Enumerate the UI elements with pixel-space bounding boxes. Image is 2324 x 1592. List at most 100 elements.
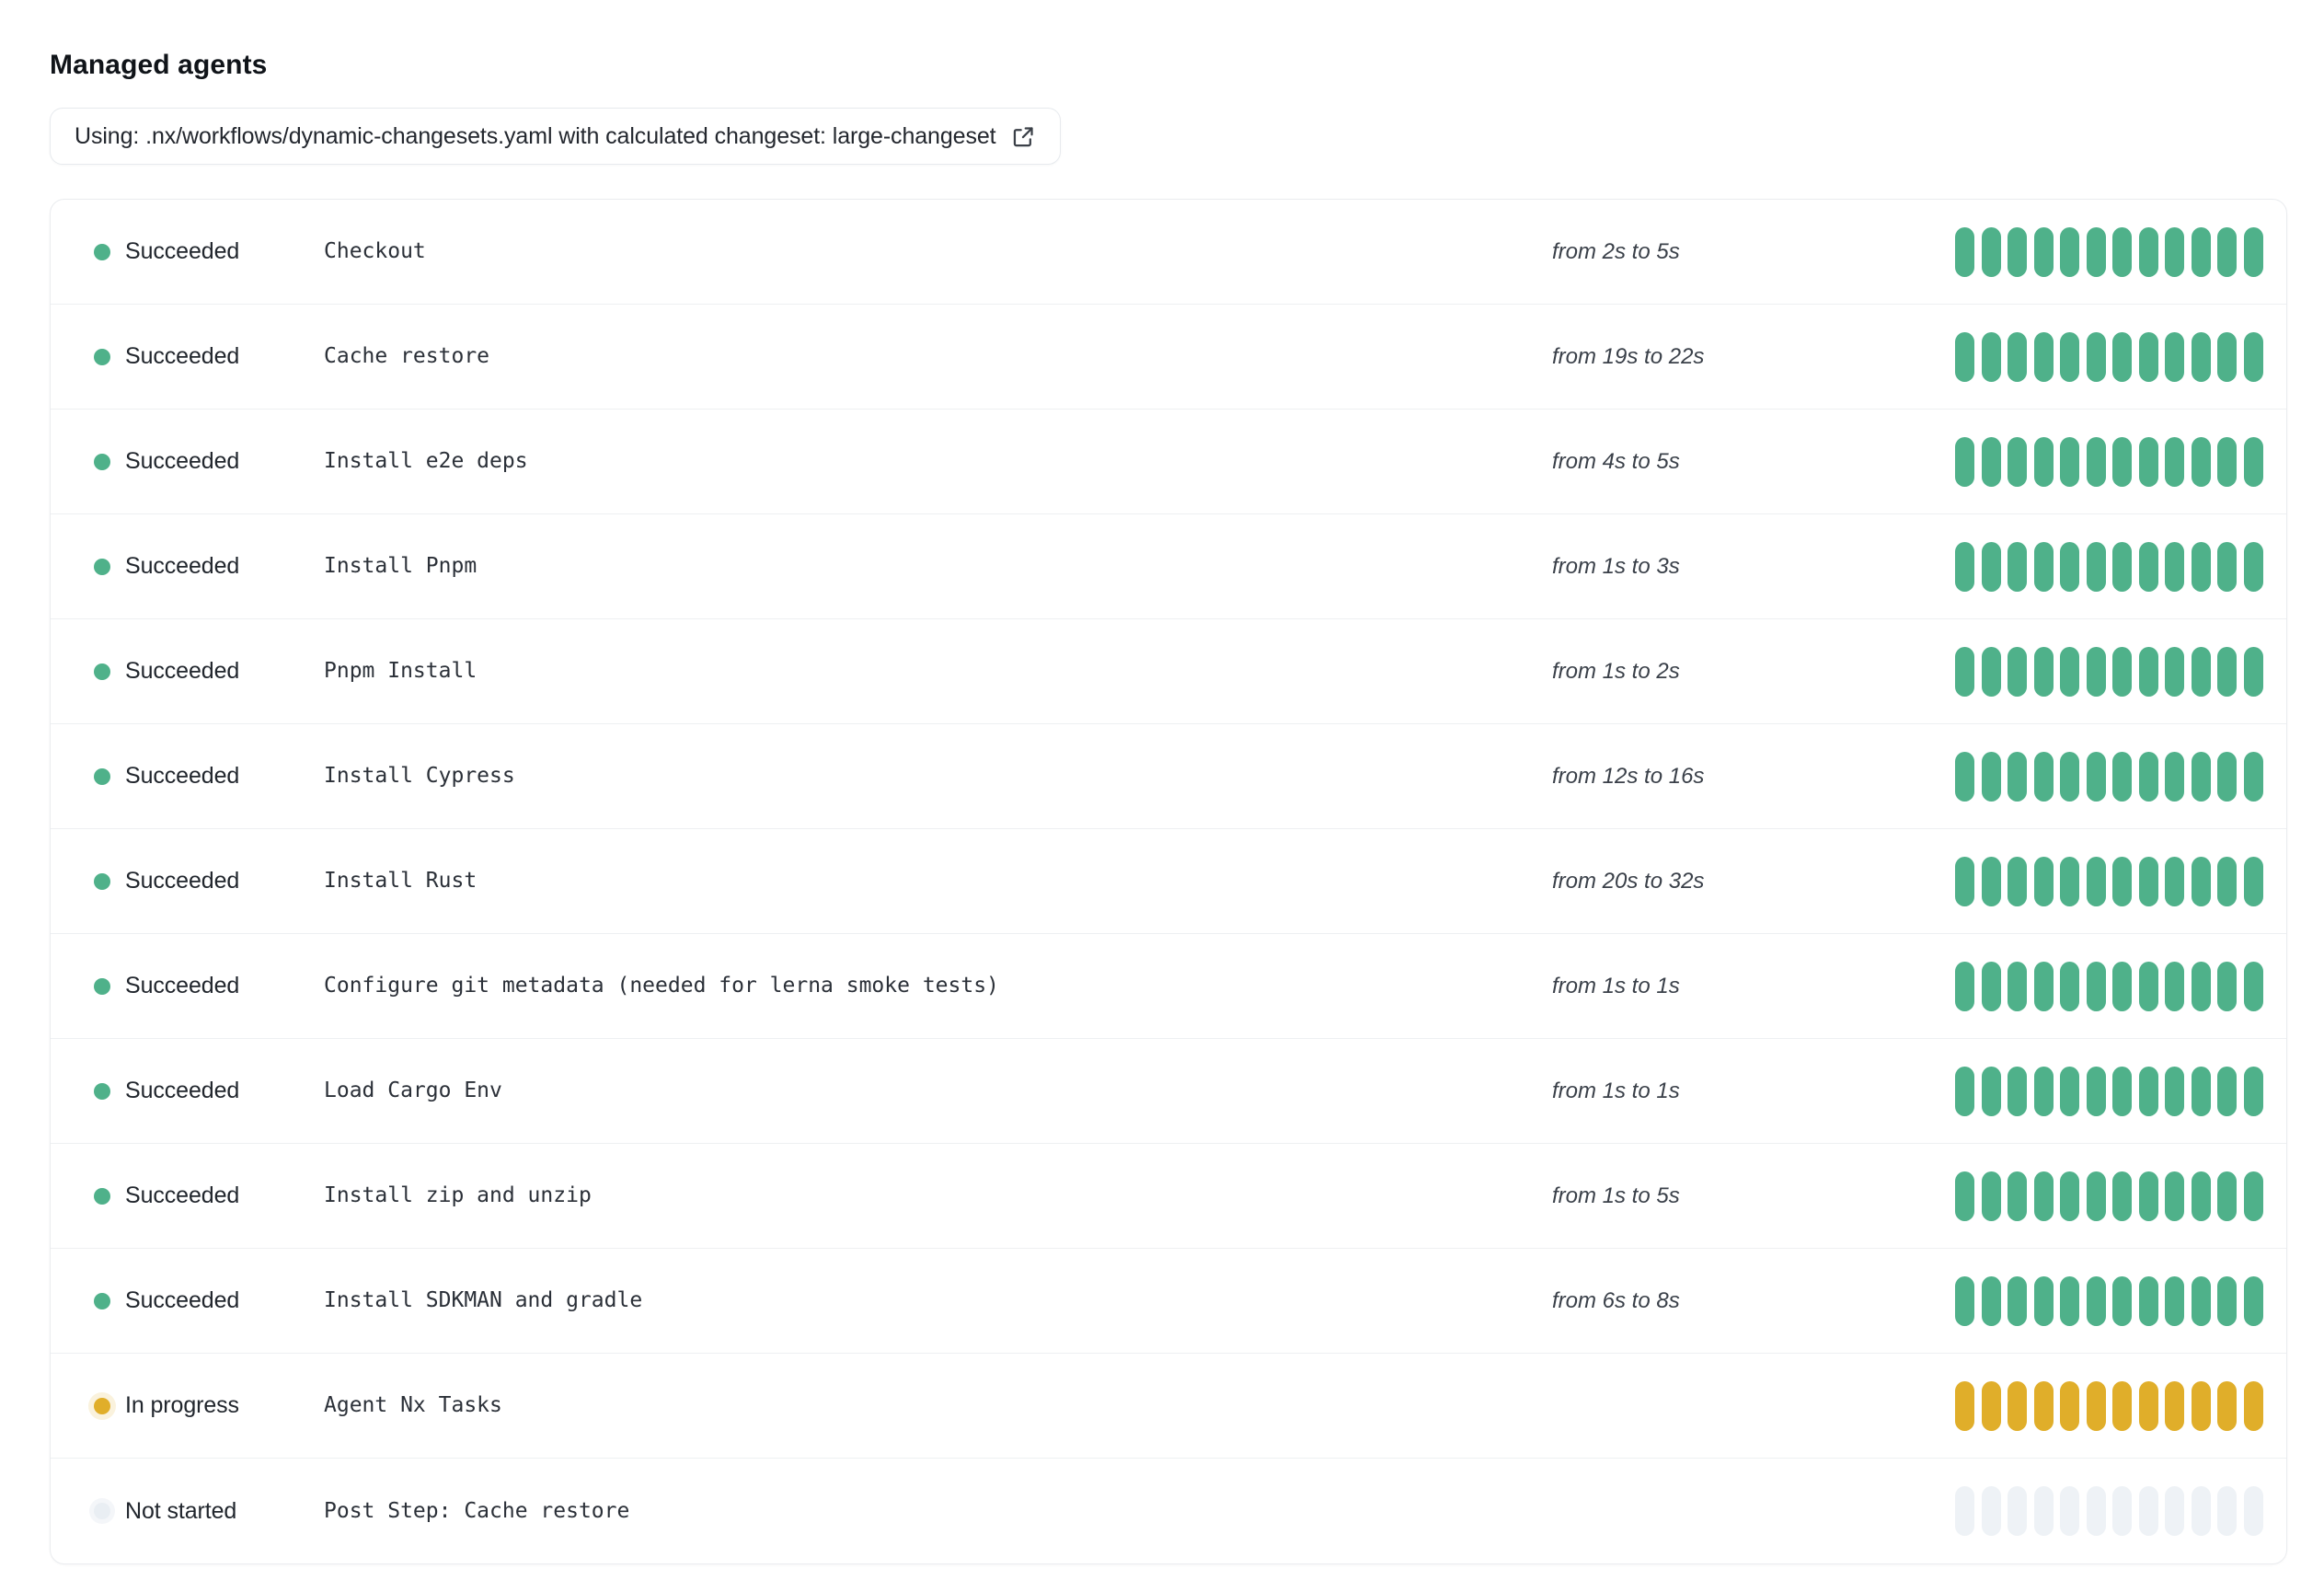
table-row[interactable]: Succeeded Cache restore from 19s to 22s <box>51 305 2286 410</box>
agent-bar <box>2086 1486 2106 1536</box>
agent-bar <box>2138 751 2158 802</box>
agent-bar <box>2008 646 2027 697</box>
status-cell: Succeeded <box>94 765 304 788</box>
table-row[interactable]: In progress Agent Nx Tasks <box>51 1354 2286 1459</box>
agent-bar <box>2191 1066 2211 1116</box>
agent-bar <box>2191 226 2211 277</box>
agent-bar <box>2165 1066 2184 1116</box>
duration-range: from 4s to 5s <box>1552 448 1680 474</box>
duration-range: from 20s to 32s <box>1552 868 1705 894</box>
status-badge: Succeeded <box>125 238 240 264</box>
agent-bar <box>2138 541 2158 592</box>
table-row[interactable]: Succeeded Install SDKMAN and gradle from 6… <box>51 1249 2286 1354</box>
agent-bar <box>1981 436 2001 487</box>
agent-bar <box>2060 1171 2079 1221</box>
agent-bars <box>1939 1380 2286 1431</box>
agent-bar <box>2086 541 2106 592</box>
agent-bar <box>2243 1486 2263 1536</box>
step-name-cell: Install zip and unzip <box>304 1185 1552 1206</box>
table-row[interactable]: Not started Post Step: Cache restore <box>51 1459 2286 1563</box>
agent-bar <box>2138 961 2158 1011</box>
duration-range: from 1s to 2s <box>1552 658 1680 684</box>
step-name-cell: Configure git metadata (needed for lerna… <box>304 975 1552 997</box>
agent-bar <box>2138 856 2158 906</box>
agent-bar <box>2165 1486 2184 1536</box>
table-row[interactable]: Succeeded Checkout from 2s to 5s <box>51 200 2286 305</box>
table-row[interactable]: Succeeded Install Rust from 20s to 32s <box>51 829 2286 934</box>
agent-bars <box>1939 856 2286 906</box>
agent-bar <box>2217 1171 2237 1221</box>
status-dot-icon <box>94 1082 125 1100</box>
duration-cell: from 12s to 16s <box>1552 765 1939 788</box>
step-name: Install Rust <box>324 869 477 893</box>
agent-bar <box>1955 331 1974 382</box>
status-cell: Succeeded <box>94 555 304 578</box>
duration-range: from 1s to 5s <box>1552 1182 1680 1208</box>
agent-bar <box>1955 856 1974 906</box>
agent-bar <box>2086 961 2106 1011</box>
status-dot-icon <box>94 1292 125 1309</box>
agent-bar <box>2165 331 2184 382</box>
table-row[interactable]: Succeeded Configure git metadata (needed … <box>51 934 2286 1039</box>
step-name-cell: Pnpm Install <box>304 661 1552 682</box>
agent-bar <box>1955 1380 1974 1431</box>
status-dot-icon <box>94 767 125 785</box>
agent-steps-card: Succeeded Checkout from 2s to 5s Succeeded C… <box>50 199 2287 1564</box>
agent-bar <box>2217 436 2237 487</box>
agent-bar <box>2165 226 2184 277</box>
agent-bars <box>1939 751 2286 802</box>
agent-bar <box>2060 436 2079 487</box>
table-row[interactable]: Succeeded Pnpm Install from 1s to 2s <box>51 619 2286 724</box>
agent-bar <box>2112 541 2132 592</box>
agent-bar <box>2191 751 2211 802</box>
duration-cell: from 1s to 1s <box>1552 1079 1939 1102</box>
agent-bar <box>2086 1066 2106 1116</box>
step-name: Load Cargo Env <box>324 1079 502 1102</box>
agent-bar <box>2217 646 2237 697</box>
status-badge: Succeeded <box>125 973 240 998</box>
status-badge: In progress <box>125 1392 239 1418</box>
agent-bar <box>1955 961 1974 1011</box>
agent-bar <box>2165 751 2184 802</box>
agent-bar <box>2138 1380 2158 1431</box>
agent-bar <box>2086 1275 2106 1326</box>
duration-cell: from 6s to 8s <box>1552 1289 1939 1312</box>
duration-cell: from 19s to 22s <box>1552 345 1939 368</box>
agent-bar <box>2060 961 2079 1011</box>
agent-bar <box>2243 1066 2263 1116</box>
table-row[interactable]: Succeeded Install Cypress from 12s to 16s <box>51 724 2286 829</box>
agent-bar <box>2086 331 2106 382</box>
table-row[interactable]: Succeeded Load Cargo Env from 1s to 1s <box>51 1039 2286 1144</box>
workflow-config-link[interactable]: Using: .nx/workflows/dynamic-changesets.… <box>50 108 1061 165</box>
agent-bar <box>2008 751 2027 802</box>
step-name: Configure git metadata (needed for lerna… <box>324 974 999 998</box>
duration-range: from 2s to 5s <box>1552 238 1680 264</box>
agent-bar <box>1955 751 1974 802</box>
table-row[interactable]: Succeeded Install e2e deps from 4s to 5s <box>51 410 2286 514</box>
table-row[interactable]: Succeeded Install Pnpm from 1s to 3s <box>51 514 2286 619</box>
agent-bar <box>2008 226 2027 277</box>
status-badge: Succeeded <box>125 448 240 474</box>
agent-bar <box>2217 1275 2237 1326</box>
status-cell: In progress <box>94 1394 304 1417</box>
agent-bar <box>2086 436 2106 487</box>
agent-bar <box>2138 1066 2158 1116</box>
status-badge: Succeeded <box>125 763 240 789</box>
step-name: Install zip and unzip <box>324 1183 592 1207</box>
agent-bar <box>2086 646 2106 697</box>
table-row[interactable]: Succeeded Install zip and unzip from 1s to… <box>51 1144 2286 1249</box>
step-name: Install e2e deps <box>324 449 528 473</box>
external-link-icon[interactable] <box>1011 124 1036 149</box>
agent-bar <box>2060 1066 2079 1116</box>
status-dot-icon <box>94 1397 125 1414</box>
agent-bar <box>2086 1380 2106 1431</box>
status-badge: Succeeded <box>125 1287 240 1313</box>
agent-bar <box>2165 646 2184 697</box>
agent-bar <box>2033 1171 2054 1221</box>
status-cell: Succeeded <box>94 1289 304 1312</box>
status-dot-icon <box>94 1187 125 1205</box>
status-cell: Succeeded <box>94 975 304 998</box>
duration-cell: from 20s to 32s <box>1552 868 1939 894</box>
step-name: Install Pnpm <box>324 554 477 578</box>
agent-bar <box>2060 331 2079 382</box>
